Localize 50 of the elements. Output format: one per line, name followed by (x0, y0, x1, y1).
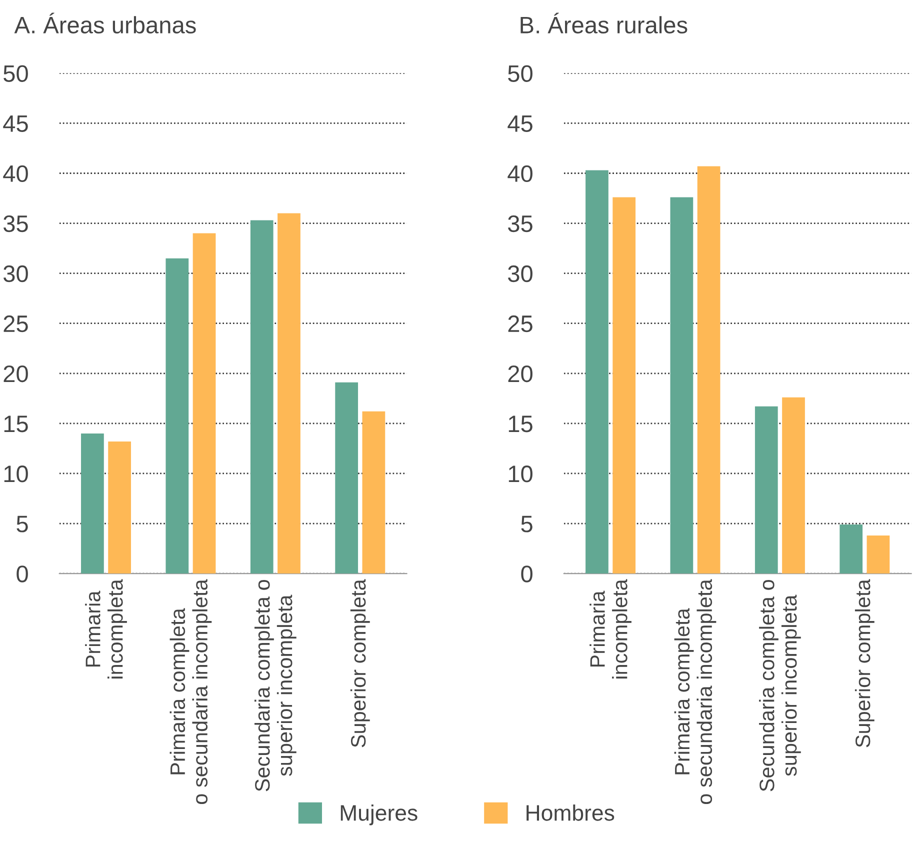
x-tick-label: Primaria incompleta (590, 579, 632, 678)
chart-title: B. Áreas rurales (520, 12, 688, 34)
y-tick-label: 30 (508, 265, 532, 282)
bar (866, 536, 890, 574)
y-tick-label: 15 (508, 416, 532, 432)
y-tick-label: 40 (508, 165, 532, 182)
y-tick-label: 30 (3, 265, 28, 282)
bar (192, 233, 216, 574)
y-tick-label: 0 (16, 566, 28, 582)
bar (166, 258, 189, 574)
x-tick-label: Secundaria completa o superior incompleta (759, 580, 801, 792)
x-tick-label: Secundaria completa o superior incompleta (254, 580, 296, 792)
y-tick-label: 45 (508, 116, 532, 132)
bar (362, 411, 386, 574)
y-tick-label: 0 (521, 566, 532, 582)
y-tick-label: 5 (16, 516, 28, 532)
legend-label: Mujeres (340, 804, 418, 826)
x-tick-label: Primaria completa o secundaria incompleta (674, 579, 716, 804)
x-tick-label: Superior completa (350, 579, 370, 748)
bar (250, 220, 274, 574)
y-tick-label: 35 (508, 215, 532, 232)
bar (335, 382, 358, 574)
bar (782, 397, 805, 574)
bar (697, 166, 720, 574)
x-tick-label: Superior completa (854, 579, 874, 748)
y-tick-label: 10 (4, 466, 28, 482)
bar (81, 433, 104, 574)
legend-label: Hombres (526, 804, 614, 821)
y-tick-label: 20 (508, 365, 532, 382)
x-tick-label: Primaria incompleta (85, 579, 127, 678)
bar (108, 441, 131, 574)
y-tick-label: 45 (3, 116, 28, 132)
bar (612, 197, 636, 574)
y-tick-label: 5 (521, 516, 532, 532)
y-tick-label: 25 (4, 315, 28, 332)
y-tick-label: 40 (3, 165, 28, 182)
chart-title: A. Áreas urbanas (14, 12, 196, 34)
bar (670, 197, 694, 574)
bar (586, 170, 608, 574)
y-tick-label: 50 (508, 65, 532, 82)
bar (840, 524, 863, 574)
x-tick-label: Primaria completa o secundaria incompleta (170, 579, 212, 804)
y-tick-label: 25 (508, 315, 532, 332)
bar (754, 406, 778, 574)
y-tick-label: 35 (3, 215, 28, 232)
y-tick-label: 15 (4, 416, 28, 432)
y-tick-label: 10 (508, 466, 532, 482)
bar (278, 213, 300, 574)
y-tick-label: 20 (4, 365, 28, 382)
y-tick-label: 50 (4, 65, 28, 82)
